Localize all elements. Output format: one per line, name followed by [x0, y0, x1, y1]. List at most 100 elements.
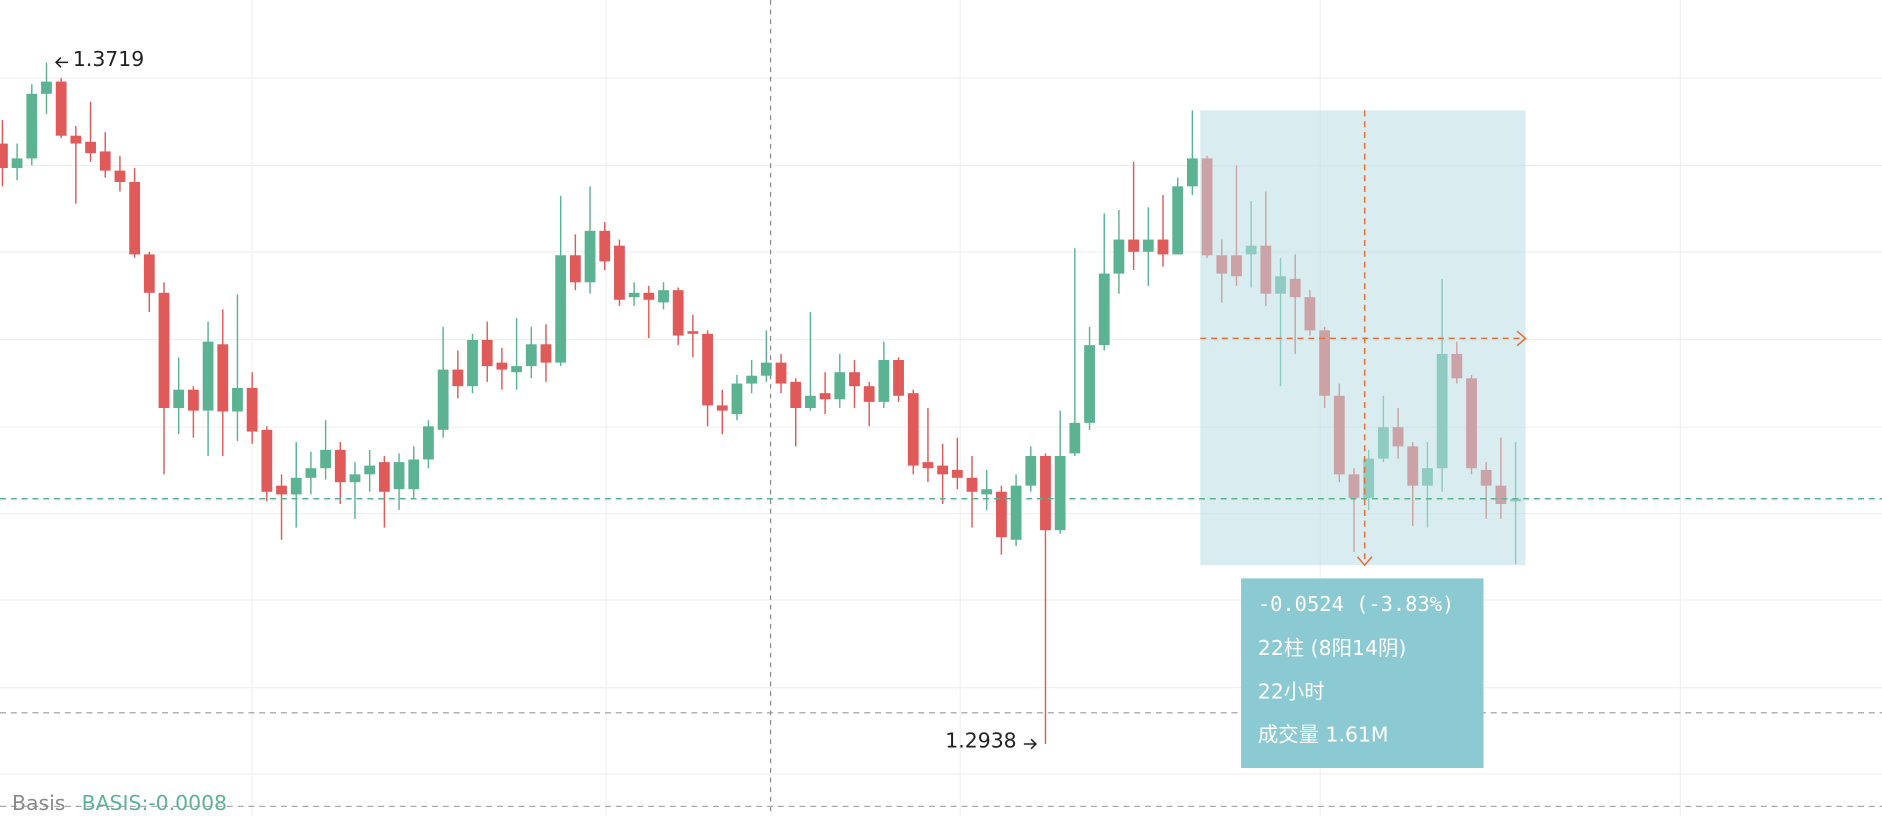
candle-body	[173, 389, 185, 408]
candle-body	[305, 468, 317, 478]
candle-body	[746, 375, 758, 384]
candle-body	[658, 290, 669, 303]
candle-body	[819, 393, 831, 400]
candle-body	[114, 170, 126, 182]
candle-body	[614, 245, 625, 300]
candle-body	[202, 341, 214, 411]
labels: 1.3719 1.2938	[54, 47, 1037, 753]
low-label: 1.2938	[945, 729, 1016, 753]
candle-body	[760, 362, 772, 376]
measure-info-box	[1241, 578, 1484, 768]
candle-body	[320, 449, 332, 469]
candle-body	[0, 143, 8, 168]
candle-body	[849, 372, 860, 387]
candle-body	[907, 393, 919, 466]
candle-body	[555, 255, 567, 363]
candle-body	[393, 462, 405, 490]
candle-body	[775, 362, 787, 384]
candle-body	[423, 426, 434, 460]
candle-body	[187, 389, 199, 411]
candle-body	[41, 81, 52, 94]
candle-body	[158, 292, 170, 408]
candle-body	[437, 369, 449, 430]
candle-body	[1098, 273, 1110, 346]
candle-body	[1142, 239, 1154, 252]
candle-body	[687, 331, 699, 334]
candle-body	[246, 387, 258, 432]
candle-body	[1040, 456, 1051, 531]
candle-body	[643, 292, 655, 300]
candle-body	[378, 462, 390, 492]
candle-body	[11, 158, 23, 168]
candle-body	[511, 366, 522, 373]
candle-body	[99, 151, 111, 171]
indicator-name: Basis	[12, 791, 65, 815]
candle-body	[143, 254, 155, 293]
candle-body	[584, 230, 596, 283]
candle-body	[672, 290, 684, 336]
candle-body	[951, 469, 963, 478]
candle-body	[276, 485, 287, 495]
measure-arrow	[1356, 556, 1373, 567]
candle-body	[1157, 239, 1169, 255]
candle-body	[1069, 422, 1081, 454]
candle-body	[1113, 239, 1125, 274]
measure-overlay: -0.0524 (-3.83%) 22柱 (8阳14阴) 22小时 成交量 1.…	[1200, 110, 1527, 768]
candle-body	[569, 255, 581, 283]
candle-body	[85, 141, 96, 154]
candle-body	[702, 333, 713, 406]
candle-body	[129, 181, 141, 255]
candle-body	[467, 339, 478, 387]
candle-body	[481, 339, 493, 367]
candle-body	[290, 477, 302, 495]
candle-body	[995, 491, 1007, 538]
candle-body	[55, 81, 67, 136]
candle-body	[1186, 158, 1198, 187]
candle-body	[1054, 456, 1066, 531]
candle-body	[525, 344, 537, 367]
measure-duration: 22小时	[1258, 679, 1325, 703]
high-label: 1.3719	[73, 47, 144, 71]
candle-body	[893, 360, 904, 396]
candle-body	[217, 344, 229, 412]
measure-volume: 成交量 1.61M	[1258, 723, 1389, 747]
candle-body	[1128, 239, 1140, 252]
candle-body	[981, 489, 993, 495]
candle-body	[364, 465, 376, 475]
high-arrow	[54, 57, 69, 68]
candle-body	[408, 459, 420, 490]
candle-body	[261, 429, 273, 492]
candle-body	[1010, 485, 1022, 540]
candle-body	[878, 360, 890, 402]
candle-body	[1172, 186, 1184, 255]
candle-body	[834, 372, 846, 400]
candle-body	[496, 362, 508, 370]
measure-change: -0.0524 (-3.83%)	[1258, 592, 1454, 616]
candle-body	[599, 230, 611, 262]
candle-body	[1025, 456, 1037, 486]
candle-body	[805, 395, 816, 408]
candle-body	[731, 383, 743, 415]
candle-body	[790, 381, 802, 408]
candle-body	[863, 386, 875, 402]
candle-body	[716, 405, 728, 411]
candle-body	[232, 387, 243, 412]
candle-body	[334, 449, 346, 483]
candle-body	[349, 474, 361, 483]
measure-bars: 22柱 (8阳14阴)	[1258, 636, 1406, 660]
measure-arrow	[1516, 330, 1527, 347]
candle-body	[628, 292, 640, 298]
candle-body	[70, 135, 82, 144]
candle-body	[26, 93, 38, 159]
candle-body	[966, 477, 978, 492]
candle-body	[452, 369, 464, 387]
candle-body	[937, 465, 949, 475]
candle-body	[922, 462, 934, 469]
candle-body	[540, 344, 552, 363]
indicator-value: BASIS:-0.0008	[82, 791, 227, 815]
candle-body	[1084, 345, 1095, 423]
low-arrow	[1023, 738, 1037, 750]
